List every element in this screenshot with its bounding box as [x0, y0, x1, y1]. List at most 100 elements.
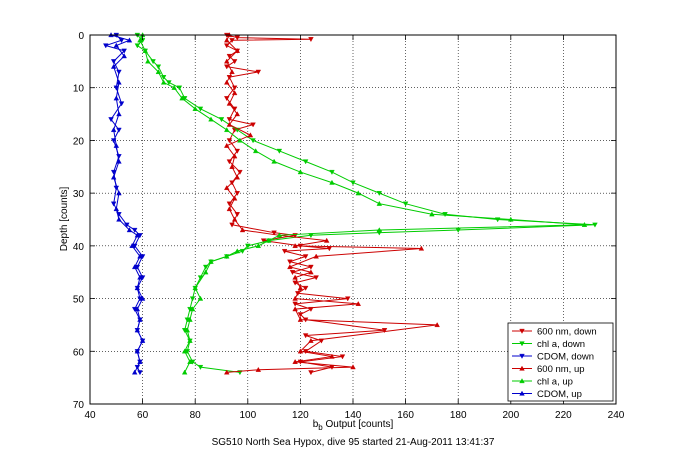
- data-point: [189, 296, 196, 302]
- data-point: [226, 138, 233, 144]
- data-point: [116, 158, 122, 164]
- data-point: [234, 212, 241, 218]
- data-point: [116, 69, 122, 75]
- data-point: [160, 79, 167, 85]
- y-tick-label: 30: [73, 189, 85, 200]
- data-point: [155, 64, 162, 70]
- x-tick-label: 220: [555, 410, 572, 421]
- data-point: [297, 312, 304, 318]
- y-tick-label: 70: [73, 400, 85, 411]
- data-point: [302, 254, 309, 260]
- data-point: [226, 53, 233, 59]
- data-point: [508, 216, 514, 222]
- data-point: [329, 353, 335, 359]
- data-point: [197, 364, 204, 370]
- y-tick-label: 10: [73, 84, 85, 95]
- data-point: [250, 122, 256, 128]
- data-point: [155, 69, 162, 75]
- data-point: [592, 222, 598, 228]
- data-point: [110, 59, 117, 65]
- legend-marker: [519, 328, 525, 334]
- data-point: [292, 274, 298, 280]
- data-point: [126, 37, 133, 43]
- y-tick-label: 40: [73, 242, 85, 253]
- data-point: [224, 64, 230, 70]
- y-tick-label: 20: [73, 136, 85, 147]
- data-point: [116, 79, 122, 85]
- data-point: [110, 63, 117, 69]
- data-point: [208, 258, 214, 264]
- data-point: [231, 153, 238, 159]
- data-point: [231, 59, 238, 65]
- data-point: [231, 85, 238, 91]
- data-point: [297, 348, 304, 354]
- legend-box: [507, 322, 614, 402]
- data-point: [145, 58, 151, 64]
- data-point: [308, 37, 314, 43]
- data-point: [247, 132, 254, 138]
- data-point: [110, 201, 117, 207]
- data-point: [297, 169, 304, 175]
- chart-caption: SG510 North Sea Hypox, dive 95 started 2…: [212, 437, 495, 448]
- data-point: [297, 316, 304, 322]
- legend-marker: [519, 341, 525, 347]
- data-point: [581, 221, 588, 227]
- data-point: [266, 237, 272, 243]
- x-tick-label: 60: [137, 410, 149, 421]
- data-point: [226, 206, 233, 212]
- data-point: [234, 111, 241, 117]
- data-point: [302, 159, 309, 165]
- data-point: [376, 200, 383, 206]
- data-point: [231, 90, 238, 96]
- data-point: [234, 191, 241, 196]
- data-point: [350, 364, 356, 370]
- data-point: [250, 138, 256, 144]
- data-point: [137, 253, 143, 259]
- legend-entry: chl a, down: [537, 339, 585, 350]
- data-point: [376, 191, 383, 196]
- legend-entry: 600 nm, down: [537, 327, 597, 338]
- data-point: [103, 43, 109, 49]
- data-point: [134, 232, 141, 238]
- data-point: [313, 275, 319, 281]
- data-point: [231, 195, 238, 201]
- data-point: [289, 270, 296, 276]
- data-point: [226, 159, 233, 165]
- data-point: [108, 117, 114, 123]
- data-point: [224, 43, 230, 49]
- data-point: [323, 237, 330, 243]
- x-tick-label: 240: [608, 410, 625, 421]
- data-point: [184, 327, 191, 333]
- data-point: [239, 227, 246, 233]
- data-point: [137, 274, 143, 280]
- series-1: [134, 32, 598, 376]
- data-point: [226, 201, 233, 207]
- data-point: [139, 295, 146, 301]
- data-point: [231, 216, 238, 222]
- data-point: [234, 48, 241, 53]
- data-point: [171, 84, 177, 90]
- legend-entry: CDOM, down: [537, 352, 594, 363]
- legend-marker: [519, 378, 525, 384]
- data-point: [116, 111, 122, 117]
- data-point: [113, 142, 120, 148]
- data-point: [197, 295, 204, 301]
- data-point: [329, 179, 335, 185]
- legend-entry: chl a, up: [537, 377, 573, 388]
- data-point: [192, 105, 198, 111]
- data-point: [255, 69, 262, 75]
- data-point: [137, 316, 143, 322]
- data-point: [113, 95, 120, 101]
- data-point: [160, 75, 167, 80]
- data-point: [418, 245, 425, 251]
- y-axis-label: Depth [counts]: [59, 187, 70, 252]
- y-tick-label: 50: [73, 295, 85, 306]
- y-tick-label: 0: [78, 31, 84, 42]
- data-point: [187, 316, 193, 322]
- data-point: [234, 35, 241, 41]
- data-point: [189, 306, 196, 312]
- data-point: [179, 95, 185, 101]
- x-tick-label: 180: [450, 410, 467, 421]
- data-point: [308, 269, 314, 275]
- x-tick-label: 40: [84, 410, 96, 421]
